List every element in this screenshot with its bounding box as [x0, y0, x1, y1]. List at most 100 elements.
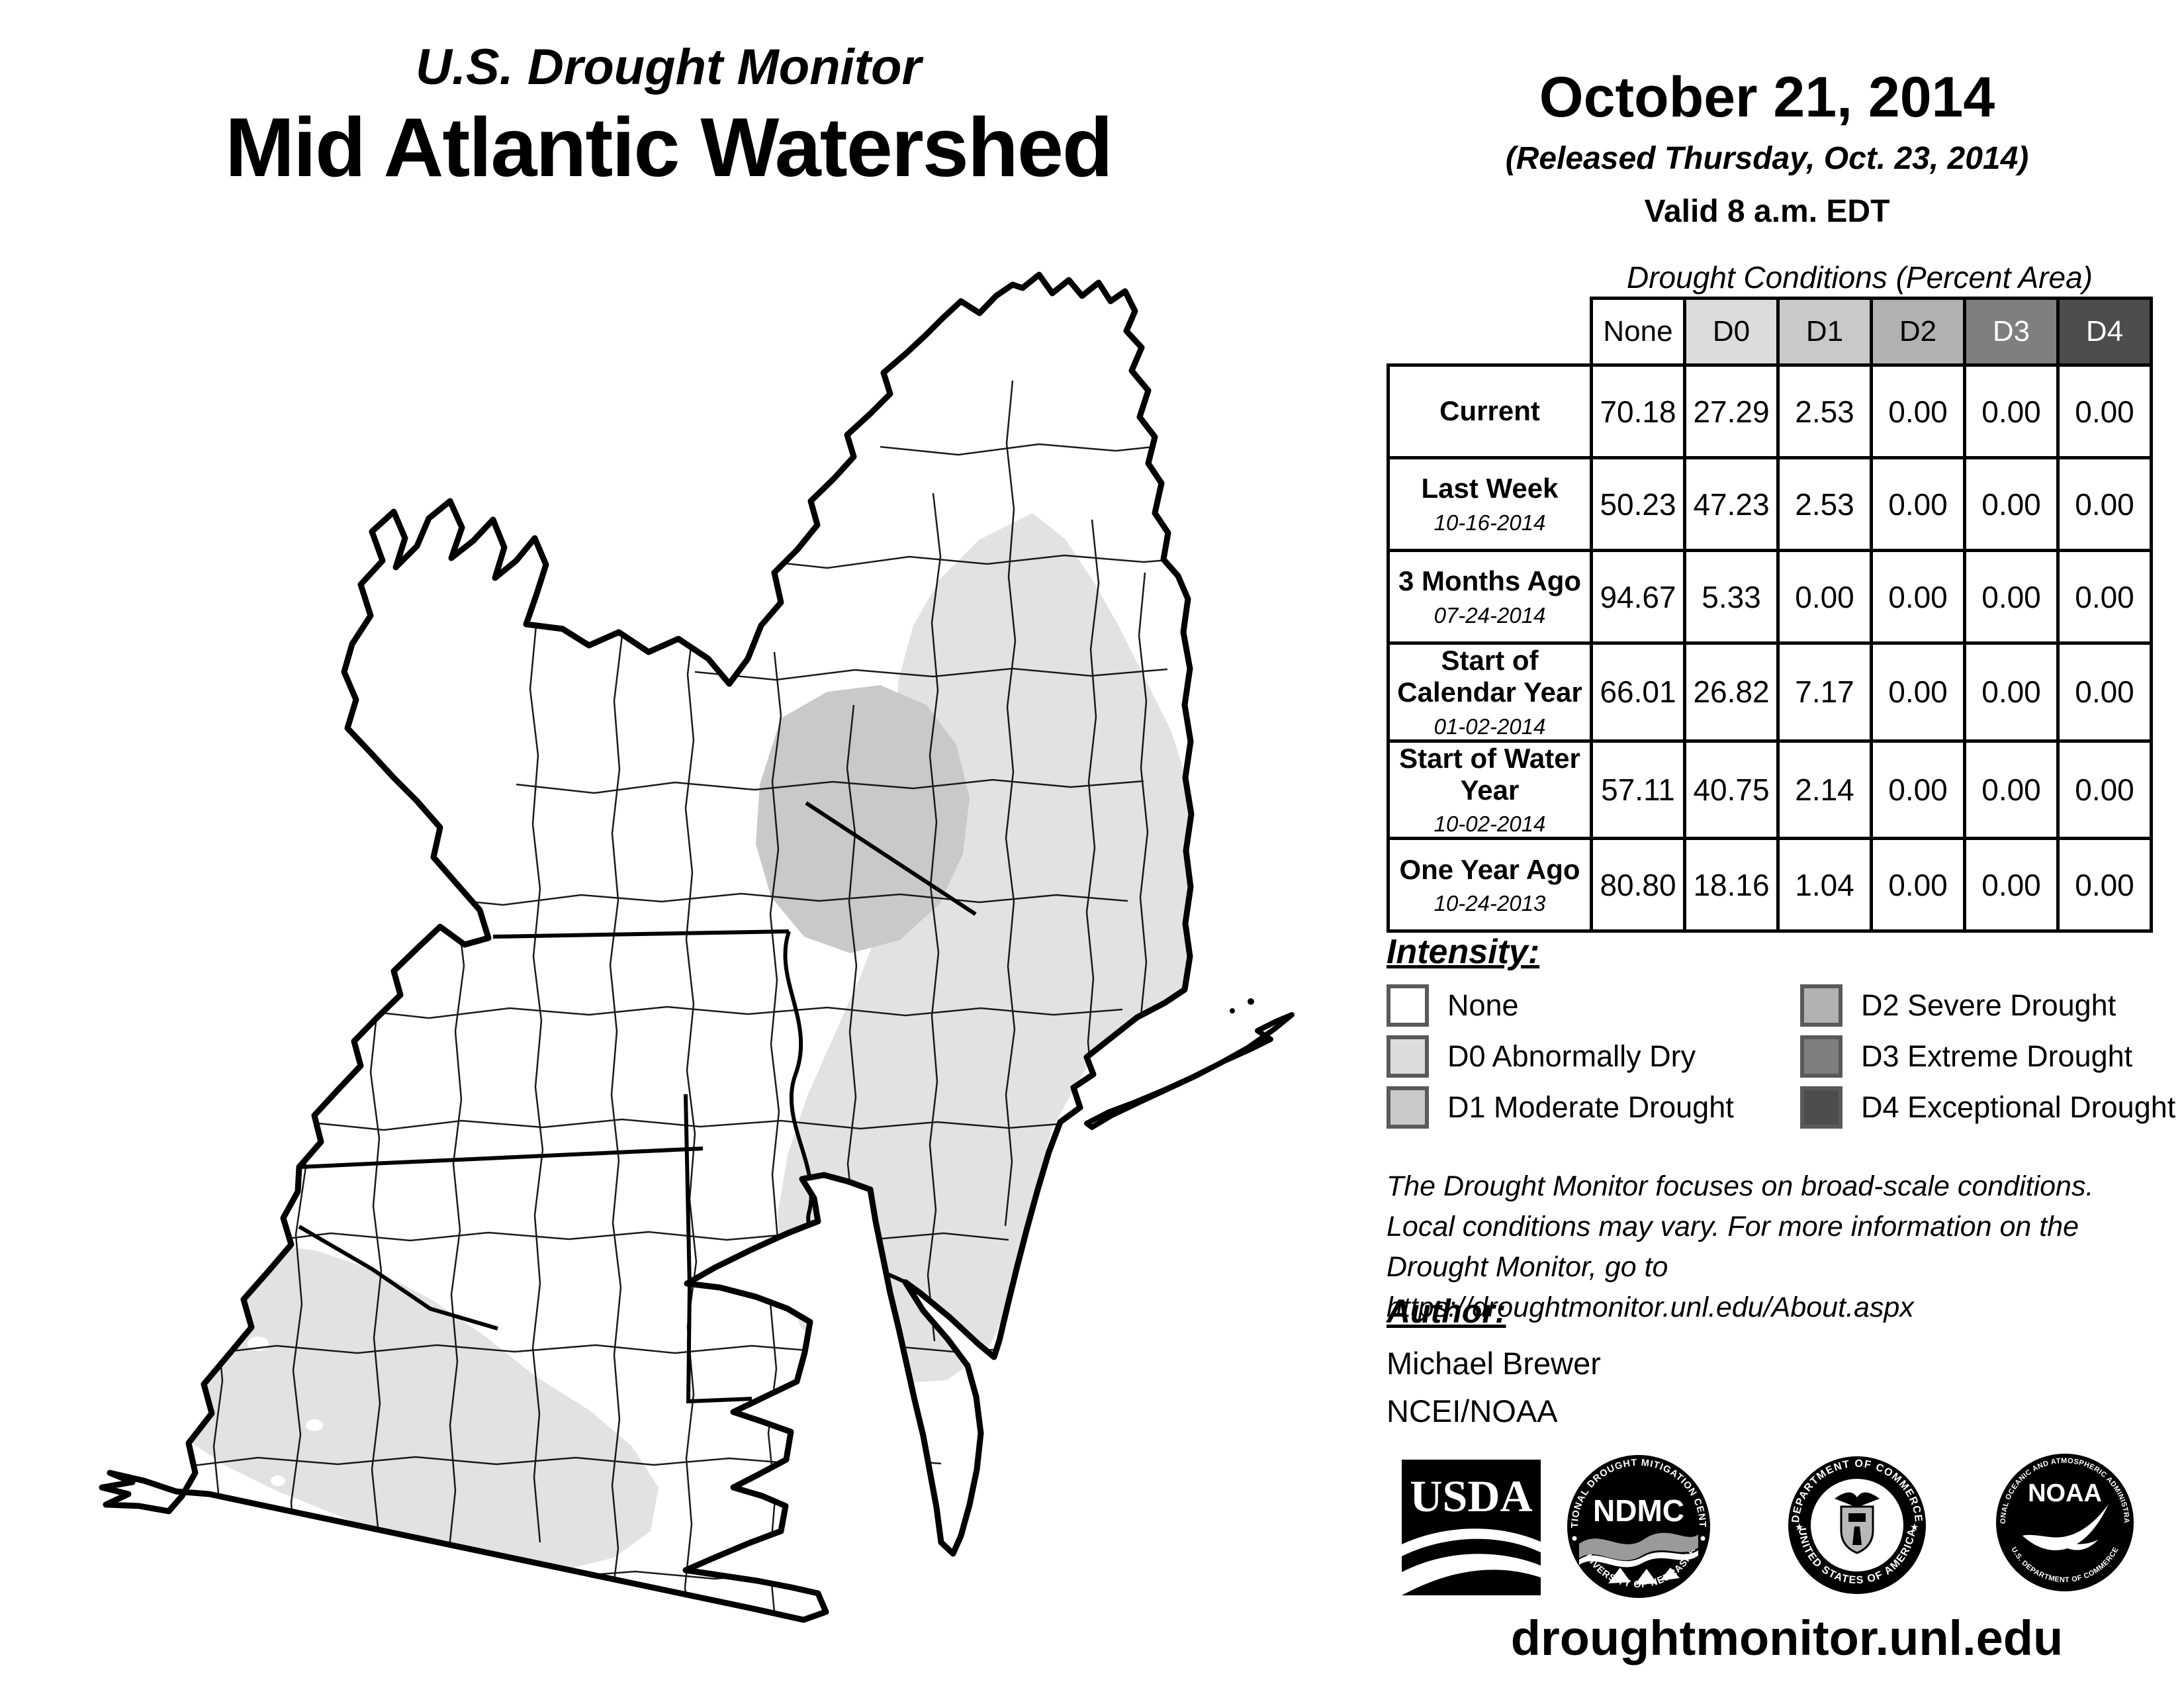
cell-value: 2.14 [1776, 739, 1873, 841]
commerce-seal-logo: DEPARTMENT OF COMMERCE UNITED STATES OF … [1788, 1456, 1926, 1594]
cell-value: 0.00 [2056, 837, 2153, 933]
cell-value: 66.01 [1590, 641, 1686, 743]
cell-value: 26.82 [1683, 641, 1780, 743]
d0-area-northeast [778, 513, 1188, 1383]
report-kicker: U.S. Drought Monitor [415, 39, 922, 95]
col-header-none: None [1590, 297, 1686, 367]
cell-value: 18.16 [1683, 837, 1780, 933]
small-island [1248, 998, 1254, 1005]
cell-value: 0.00 [1870, 363, 1966, 459]
cell-value: 0.00 [1963, 363, 2060, 459]
valid-time: Valid 8 a.m. EDT [1644, 194, 1890, 229]
row-label-current: Current [1387, 363, 1593, 459]
cell-value: 5.33 [1683, 549, 1780, 645]
ndmc-mountain-icon [1635, 1569, 1657, 1585]
cell-value: 27.29 [1683, 363, 1780, 459]
ndmc-wave-icon [1579, 1532, 1698, 1561]
cell-value: 0.00 [1870, 739, 1966, 841]
cell-value: 7.17 [1776, 641, 1873, 743]
commerce-ship-icon [1848, 1513, 1866, 1522]
cell-value: 0.00 [2056, 549, 2153, 645]
legend-swatch-none [1387, 984, 1429, 1027]
cell-value: 57.11 [1590, 739, 1686, 841]
row-label-3-months-ago: 3 Months Ago 07-24-2014 [1387, 549, 1593, 645]
cell-value: 0.00 [2056, 641, 2153, 743]
author-heading: Author: [1387, 1293, 1506, 1330]
state-border-ny-pa [492, 929, 790, 939]
legend-title: Intensity: [1387, 933, 1540, 971]
ndmc-abbr-text: NDMC [1593, 1493, 1684, 1528]
cell-value: 0.00 [2056, 456, 2153, 552]
table-title: Drought Conditions (Percent Area) [1627, 260, 2093, 295]
cell-value: 94.67 [1590, 549, 1686, 645]
ndmc-mountain-icon [1608, 1568, 1631, 1583]
cell-value: 40.75 [1683, 739, 1780, 841]
col-header-d3: D3 [1963, 297, 2060, 367]
legend-swatch-d3 [1800, 1035, 1843, 1078]
cell-value: 1.04 [1776, 837, 1873, 933]
table-row: 3 Months Ago 07-24-2014 94.67 5.33 0.00 0… [1387, 549, 2153, 645]
cell-value: 0.00 [1870, 549, 1966, 645]
cell-value: 0.00 [1870, 456, 1966, 552]
col-header-d4: D4 [2056, 297, 2153, 367]
page-title: Mid Atlantic Watershed [225, 101, 1113, 194]
legend-swatch-d0 [1387, 1035, 1429, 1078]
cell-value: 0.00 [2056, 739, 2153, 841]
noaa-bird-icon [2023, 1504, 2109, 1550]
legend-swatch-d4 [1800, 1086, 1843, 1129]
d1-area-catskills [756, 685, 970, 953]
table-row: Start of Water Year 10-02-2014 57.11 40.7… [1387, 739, 2153, 841]
site-url: droughtmonitor.unl.edu [1510, 1611, 2064, 1665]
cell-value: 0.00 [2056, 363, 2153, 459]
ndmc-wave-icon [1579, 1550, 1698, 1568]
state-border-ny-nj [805, 801, 977, 916]
commerce-eagle-icon [1835, 1492, 1880, 1507]
no-drought-hole [271, 1476, 285, 1486]
cell-value: 0.00 [1776, 549, 1873, 645]
table-row: Current 70.18 27.29 2.53 0.00 0.00 0.00 [1387, 363, 2153, 459]
disclaimer-line: Local conditions may vary. For more info… [1387, 1211, 2079, 1243]
cell-value: 80.80 [1590, 837, 1686, 933]
cell-value: 0.00 [1963, 739, 2060, 841]
table-row: Start of Calendar Year 01-02-2014 66.01 2… [1387, 641, 2153, 743]
author-name: Michael Brewer [1387, 1346, 1601, 1381]
disclaimer-line: Drought Monitor, go to https://droughtmo… [1387, 1251, 1914, 1324]
cell-value: 70.18 [1590, 363, 1686, 459]
table-row: One Year Ago 10-24-2013 80.80 18.16 1.04 … [1387, 837, 2153, 933]
noaa-logo: NATIONAL OCEANIC AND ATMOSPHERIC ADMINIS… [1996, 1454, 2134, 1591]
long-island [1084, 1012, 1295, 1130]
legend-swatch-d1 [1387, 1086, 1429, 1129]
cell-value: 0.00 [1870, 641, 1966, 743]
cell-value: 50.23 [1590, 456, 1686, 552]
legend-item-d3: D3 Extreme Drought [1800, 1035, 2132, 1078]
cell-value: 2.53 [1776, 363, 1873, 459]
noaa-bird-icon [2058, 1540, 2098, 1550]
no-drought-hole [306, 1419, 323, 1431]
cell-value: 0.00 [1963, 456, 2060, 552]
legend-item-none: None [1387, 984, 1519, 1027]
state-border-mason-dixon [298, 1147, 704, 1169]
row-label-one-year-ago: One Year Ago 10-24-2013 [1387, 837, 1593, 933]
legend-item-d2: D2 Severe Drought [1800, 984, 2116, 1027]
watershed-boundary [99, 271, 1195, 1623]
row-label-last-week: Last Week 10-16-2014 [1387, 456, 1593, 552]
legend-swatch-d2 [1800, 984, 1843, 1027]
cell-value: 2.53 [1776, 456, 1873, 552]
table-corner-cell [1388, 298, 1592, 365]
col-header-d1: D1 [1776, 297, 1873, 367]
release-date: (Released Thursday, Oct. 23, 2014) [1505, 141, 2029, 176]
noaa-abbr-text: NOAA [2028, 1479, 2102, 1507]
col-header-d2: D2 [1870, 297, 1966, 367]
drought-conditions-table: None D0 D1 D2 D3 D4 Current 70.18 27.29 … [1387, 297, 2153, 933]
table-header-row: None D0 D1 D2 D3 D4 [1388, 297, 2153, 367]
mid-atlantic-watershed-map [99, 271, 1295, 1623]
usda-swoosh-icon [1402, 1554, 1541, 1595]
legend-item-d1: D1 Moderate Drought [1387, 1086, 1734, 1129]
usda-logo-text: USDA [1410, 1471, 1532, 1521]
legend-item-d0: D0 Abnormally Dry [1387, 1035, 1696, 1078]
disclaimer-line: The Drought Monitor focuses on broad-sca… [1387, 1170, 2094, 1202]
cell-value: 0.00 [1963, 641, 2060, 743]
ndmc-logo: NATIONAL DROUGHT MITIGATION CENTER UNIVE… [1567, 1455, 1710, 1598]
seal-star-icon: ★ [1795, 1522, 1803, 1533]
cell-value: 0.00 [1963, 549, 2060, 645]
